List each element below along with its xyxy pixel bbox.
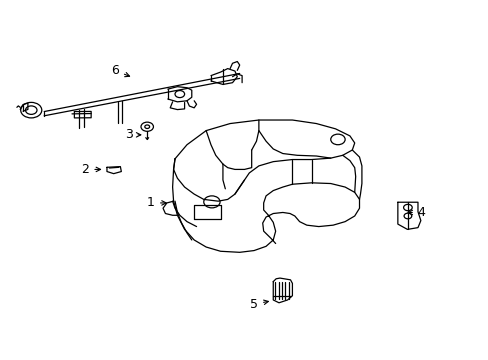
- Text: 6: 6: [111, 64, 129, 77]
- Text: 2: 2: [81, 163, 101, 176]
- Text: 3: 3: [124, 129, 141, 141]
- Text: 5: 5: [249, 298, 268, 311]
- Text: 1: 1: [147, 197, 166, 210]
- Text: 4: 4: [407, 206, 425, 219]
